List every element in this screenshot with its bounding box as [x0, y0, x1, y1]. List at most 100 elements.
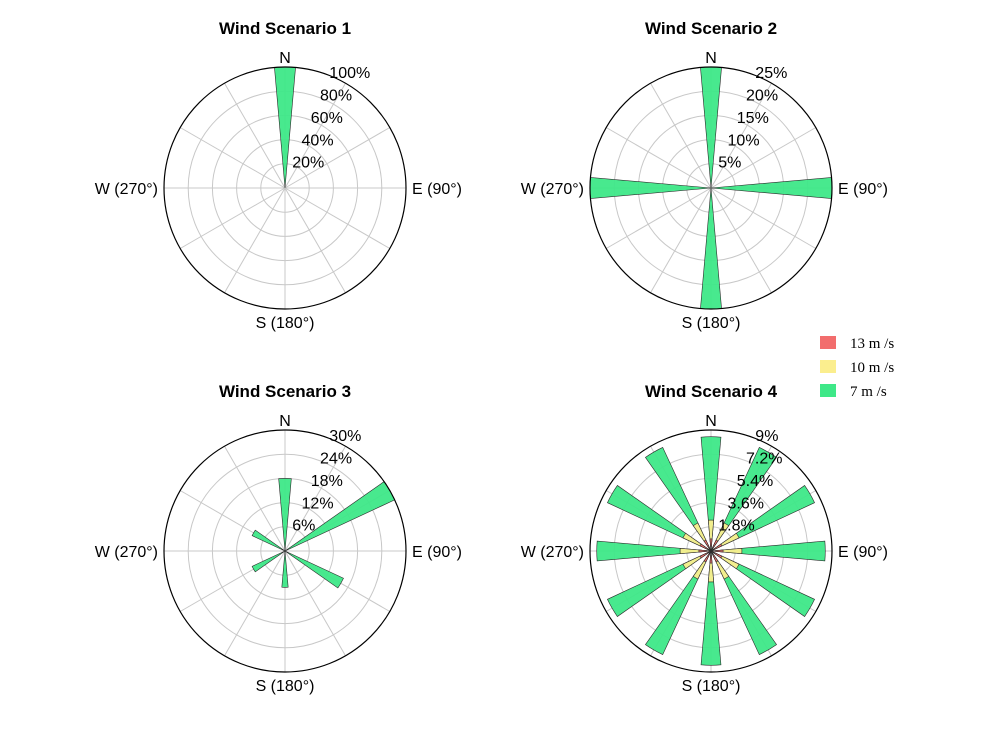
wind-bar-7ms	[284, 550, 344, 589]
grid-spoke	[605, 187, 712, 249]
radial-tick-label: 18%	[311, 473, 343, 490]
direction-label-n: N	[705, 50, 717, 67]
panel-title: Wind Scenario 3	[219, 382, 351, 401]
radial-tick-labels: 1.8% 3.6% 5.4% 7.2% 9%	[718, 428, 782, 534]
wind-bar-10ms	[707, 519, 715, 552]
wind-rose-panel-2: Wind Scenario 2 5% 10% 15% 20% 25% N E (…	[521, 19, 888, 332]
wind-bar-10ms	[679, 547, 712, 555]
radial-tick-label: 9%	[755, 428, 778, 445]
direction-label-s: S (180°)	[682, 678, 741, 695]
grid-spoke	[284, 187, 391, 249]
wind-bars	[596, 436, 826, 666]
legend-swatch-10ms	[820, 360, 836, 373]
direction-label-s: S (180°)	[256, 678, 315, 695]
wind-bar-7ms	[596, 540, 712, 562]
radial-tick-labels: 5% 10% 15% 20% 25%	[718, 65, 787, 171]
grid-spoke	[179, 187, 286, 249]
wind-bar-7ms	[251, 550, 286, 573]
legend-swatch-7ms	[820, 384, 836, 397]
grid-spoke	[650, 187, 712, 294]
wind-rose-panel-4: Wind Scenario 4 1.8% 3.6% 5.4% 7.2% 9% N…	[521, 382, 888, 695]
grid-spoke	[284, 82, 346, 189]
legend-swatch-13ms	[820, 336, 836, 349]
radial-tick-label: 80%	[320, 88, 352, 105]
wind-bar-7ms	[710, 540, 826, 562]
grid-spoke	[710, 187, 772, 294]
grid-spoke	[284, 550, 346, 657]
panel-title: Wind Scenario 1	[219, 19, 351, 38]
wind-bar-13ms	[699, 550, 712, 559]
direction-label-e: E (90°)	[838, 181, 888, 198]
legend: 13 m /s 10 m /s 7 m /s	[820, 336, 894, 400]
grid-spoke	[179, 127, 286, 189]
wind-bar-10ms	[707, 550, 715, 583]
radial-tick-labels: 6% 12% 18% 24% 30%	[292, 428, 361, 534]
direction-label-n: N	[279, 413, 291, 430]
grid-spoke	[284, 445, 346, 552]
grid-spoke	[224, 82, 286, 189]
wind-bar-7ms	[278, 478, 292, 552]
wind-bar-7ms	[284, 481, 396, 552]
wind-bar-7ms	[589, 177, 712, 199]
wind-bar-13ms	[709, 550, 713, 564]
direction-label-s: S (180°)	[682, 315, 741, 332]
wind-bar-7ms	[700, 550, 722, 666]
direction-label-w: W (270°)	[521, 181, 584, 198]
wind-bar-13ms	[699, 543, 712, 552]
grid-spoke	[710, 82, 772, 189]
direction-label-w: W (270°)	[95, 544, 158, 561]
radial-tick-label: 12%	[302, 495, 334, 512]
radial-tick-label: 20%	[746, 88, 778, 105]
radial-tick-label: 15%	[737, 110, 769, 127]
radial-tick-label: 3.6%	[728, 495, 764, 512]
radial-tick-label: 5.4%	[737, 473, 773, 490]
direction-label-n: N	[705, 413, 717, 430]
wind-bar-13ms	[710, 550, 723, 559]
radial-tick-label: 30%	[329, 428, 361, 445]
outer-ring	[163, 429, 407, 673]
wind-bar-13ms	[710, 543, 723, 552]
wind-bars	[589, 66, 833, 310]
wind-bar-7ms	[700, 436, 722, 552]
panel-title: Wind Scenario 2	[645, 19, 777, 38]
radial-tick-label: 100%	[329, 65, 370, 82]
polar-grid	[164, 67, 406, 309]
direction-label-n: N	[279, 50, 291, 67]
wind-bar-13ms	[698, 549, 712, 553]
radial-tick-label: 40%	[302, 132, 334, 149]
grid-spoke	[650, 82, 712, 189]
wind-bar-13ms	[703, 550, 712, 563]
wind-bar-13ms	[710, 539, 719, 552]
grid-spoke	[224, 187, 286, 294]
radial-tick-label: 10%	[728, 132, 760, 149]
radial-tick-label: 5%	[718, 155, 741, 172]
direction-label-e: E (90°)	[412, 181, 462, 198]
wind-bar-13ms	[709, 538, 713, 552]
grid-spoke	[284, 187, 346, 294]
grid-spoke	[284, 127, 391, 189]
wind-bar-13ms	[710, 549, 724, 553]
direction-label-w: W (270°)	[95, 181, 158, 198]
radial-tick-label: 60%	[311, 110, 343, 127]
wind-bar-13ms	[703, 539, 712, 552]
grid-spoke	[710, 187, 817, 249]
radial-tick-label: 25%	[755, 65, 787, 82]
direction-label-e: E (90°)	[412, 544, 462, 561]
grid-spoke	[224, 445, 286, 552]
legend-label-10ms: 10 m /s	[850, 360, 894, 376]
legend-label-13ms: 13 m /s	[850, 336, 894, 352]
wind-bar-10ms	[710, 547, 743, 555]
legend-label-7ms: 7 m /s	[850, 384, 887, 400]
radial-tick-label: 6%	[292, 518, 315, 535]
panel-title: Wind Scenario 4	[645, 382, 778, 401]
wind-bar-7ms	[281, 550, 289, 588]
grid-spoke	[224, 550, 286, 657]
wind-bar-7ms	[700, 187, 722, 310]
radial-tick-labels: 20% 40% 60% 80% 100%	[292, 65, 370, 171]
radial-tick-label: 24%	[320, 451, 352, 468]
direction-label-s: S (180°)	[256, 315, 315, 332]
wind-bar-7ms	[251, 529, 286, 552]
radial-tick-label: 20%	[292, 155, 324, 172]
wind-bar-13ms	[710, 550, 719, 563]
